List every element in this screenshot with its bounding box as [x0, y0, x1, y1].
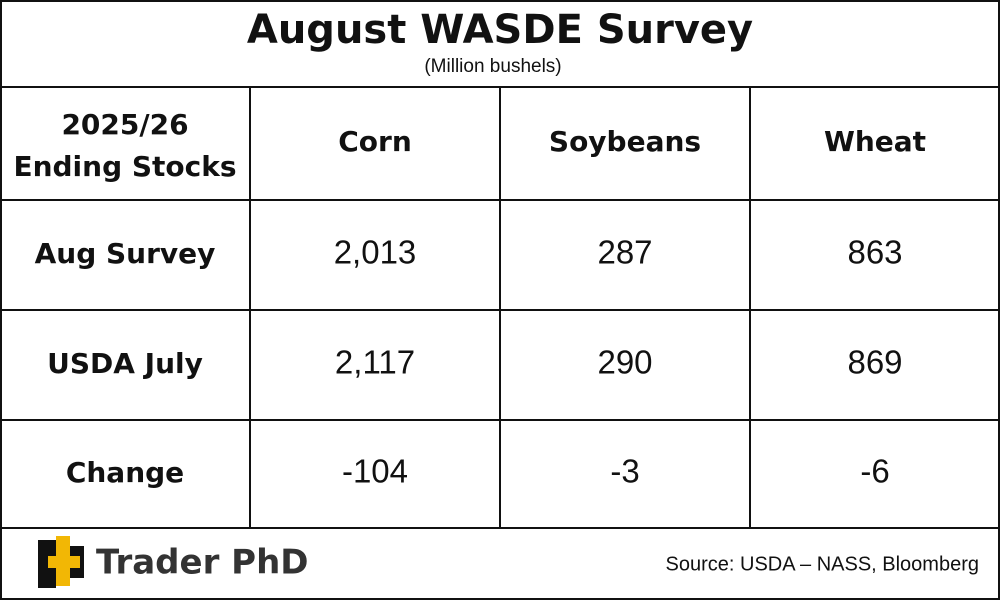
row-label: Aug Survey — [35, 237, 216, 270]
cell-value: 2,117 — [335, 344, 415, 381]
cell-value: -104 — [342, 453, 408, 490]
cell-value: -6 — [860, 453, 889, 490]
column-header: Wheat — [824, 125, 926, 158]
source: Source: USDA – NASS, Bloomberg — [666, 553, 979, 575]
logo-icon — [38, 536, 84, 588]
logo-part — [48, 556, 80, 568]
column-header: Corn — [338, 125, 412, 158]
row-label: USDA July — [47, 347, 203, 380]
cell-value: -3 — [610, 453, 639, 490]
logo-part — [38, 540, 56, 588]
cell-value: 2,013 — [334, 234, 417, 271]
subtitle: (Million bushels) — [424, 56, 561, 77]
cell-value: 290 — [597, 344, 652, 381]
corner-label: Ending Stocks — [13, 150, 236, 183]
corner-label: 2025/26 — [61, 108, 188, 141]
cell-value: 287 — [597, 234, 652, 271]
column-header: Soybeans — [549, 125, 701, 158]
title: August WASDE Survey — [247, 7, 753, 53]
cell-value: 863 — [847, 234, 902, 271]
cell-value: 869 — [847, 344, 902, 381]
row-label: Change — [66, 456, 184, 489]
brand: Trader PhD — [96, 543, 309, 583]
